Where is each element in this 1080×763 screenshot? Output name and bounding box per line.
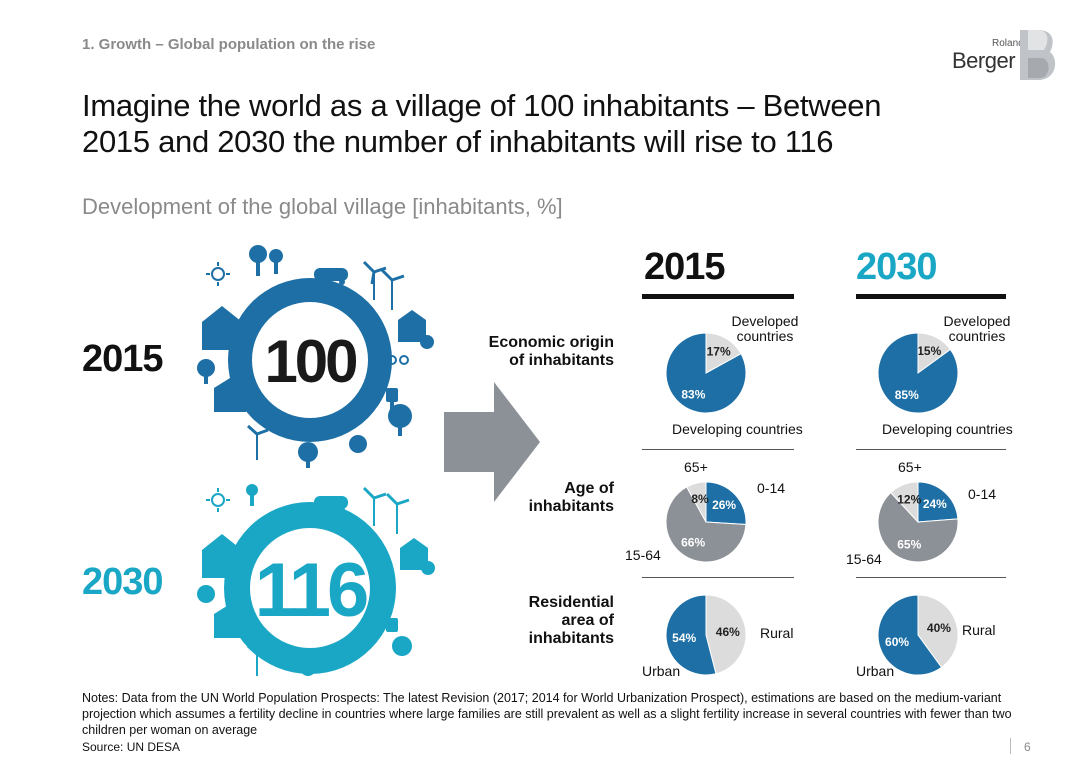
- column-underline-2015: [642, 294, 794, 299]
- separator: [642, 449, 794, 450]
- slice-age-15-64-label: 66%: [681, 535, 705, 549]
- label-age014-2015: 0-14: [757, 480, 786, 496]
- label-age1564-2015: 15-64: [625, 547, 661, 563]
- column-year-2015: 2015: [644, 246, 726, 288]
- slice-urban-label: 54%: [672, 631, 696, 645]
- pie-economic-2015: 17% 83%: [665, 332, 747, 414]
- slice-urban: [665, 594, 717, 676]
- separator: [642, 577, 794, 578]
- village-year-2030: 2030: [82, 561, 164, 603]
- label-age014-2030: 0-14: [968, 486, 997, 502]
- pie-residential-2030: 40% 60%: [877, 594, 959, 676]
- page-subtitle: Development of the global village [inhab…: [82, 194, 563, 219]
- label-rural-2030: Rural: [962, 622, 996, 638]
- label-age65-2030: 65+: [898, 459, 922, 475]
- slice-rural: [705, 594, 747, 675]
- separator: [856, 449, 1006, 450]
- pie-residential-2015: 46% 54%: [665, 594, 747, 676]
- tree-icon: [197, 359, 215, 384]
- tree-icon: [421, 561, 435, 575]
- page-divider: [1010, 738, 1011, 754]
- row-label-age: Age of inhabitants: [528, 480, 614, 515]
- label-urban-2030: Urban: [856, 663, 895, 679]
- label-urban-2015: Urban: [642, 663, 681, 679]
- logo-text-berger: Berger: [952, 48, 1016, 73]
- tree-icon: [249, 245, 267, 276]
- slice-age-65plus: [890, 481, 919, 524]
- slice-age-0-14: [917, 481, 959, 523]
- pie-age-2015: 26% 66% 8%: [665, 481, 747, 563]
- village-value-2030: 116: [255, 548, 367, 633]
- slice-age-65plus-label: 12%: [897, 493, 921, 507]
- wind-turbine-icon: [362, 260, 387, 300]
- slice-developing-label: 85%: [895, 388, 919, 402]
- slice-urban-label: 60%: [885, 635, 909, 649]
- tree-icon: [269, 249, 283, 274]
- slice-age-0-14-label: 24%: [923, 497, 947, 511]
- wind-turbine-icon: [362, 486, 387, 526]
- slice-rural: [917, 594, 959, 669]
- column-year-2030: 2030: [856, 246, 938, 288]
- house-icon: [398, 310, 426, 342]
- label-developing-2030: Developing countries: [882, 421, 1013, 437]
- tree-icon: [392, 636, 412, 656]
- sun-icon: [206, 262, 230, 286]
- column-underline-2030: [856, 294, 1006, 299]
- plug-icon: [386, 388, 398, 410]
- label-rural-2015: Rural: [760, 625, 794, 641]
- logo-text-roland: Roland: [992, 38, 1024, 49]
- slice-developing: [877, 332, 959, 414]
- village-globe-2030: 116: [197, 484, 435, 676]
- slice-developed-label: 15%: [917, 344, 941, 358]
- footnote: Notes: Data from the UN World Population…: [82, 691, 1012, 737]
- tree-icon: [246, 484, 258, 506]
- wind-turbine-icon: [247, 424, 269, 460]
- tree-icon: [197, 585, 215, 603]
- slice-age-65plus: [686, 481, 707, 523]
- house-icon: [400, 538, 428, 570]
- slice-age-0-14: [705, 481, 747, 526]
- slice-developing: [665, 332, 747, 414]
- slice-urban: [877, 594, 943, 676]
- source-note: Source: UN DESA: [82, 740, 181, 754]
- village-value-2015: 100: [264, 328, 356, 395]
- row-label-residential: Residential area of inhabitants: [528, 594, 614, 647]
- wind-turbine-icon: [385, 492, 410, 534]
- village-globe-2015: 100: [197, 245, 434, 468]
- tree-icon: [298, 442, 318, 468]
- label-age1564-2030: 15-64: [846, 551, 882, 567]
- slice-developed: [705, 332, 742, 374]
- row-label-economic: Economic origin of inhabitants: [488, 334, 614, 369]
- sun-icon: [206, 488, 230, 512]
- logo-mark-icon: [1020, 30, 1056, 80]
- slice-age-65plus-label: 8%: [691, 492, 709, 506]
- slice-age-0-14-label: 26%: [712, 498, 736, 512]
- slice-age-15-64: [877, 491, 959, 563]
- pie-age-2030: 24% 65% 12%: [877, 481, 959, 563]
- wind-turbine-icon: [380, 268, 405, 310]
- page-title: Imagine the world as a village of 100 in…: [82, 88, 882, 159]
- page-number: 6: [1024, 740, 1031, 754]
- tree-icon: [349, 435, 367, 453]
- slice-age-15-64: [665, 486, 747, 563]
- slice-rural-label: 40%: [927, 621, 951, 635]
- label-developed-2030: Developed countries: [943, 313, 1011, 344]
- tree-icon: [388, 404, 412, 436]
- tree-icon: [420, 335, 434, 349]
- label-developed-2015: Developed countries: [731, 313, 799, 344]
- section-label: 1. Growth – Global population on the ris…: [82, 36, 376, 53]
- pie-economic-2030: 15% 85%: [877, 332, 959, 414]
- slice-rural-label: 46%: [716, 625, 740, 639]
- slice-developed-label: 17%: [707, 345, 731, 359]
- separator: [856, 577, 1006, 578]
- arrow-right-icon: [444, 382, 540, 502]
- label-developing-2015: Developing countries: [672, 421, 803, 437]
- village-year-2015: 2015: [82, 338, 164, 380]
- label-age65-2015: 65+: [684, 459, 708, 475]
- slice-age-15-64-label: 65%: [897, 537, 921, 551]
- slice-developing-label: 83%: [681, 387, 705, 401]
